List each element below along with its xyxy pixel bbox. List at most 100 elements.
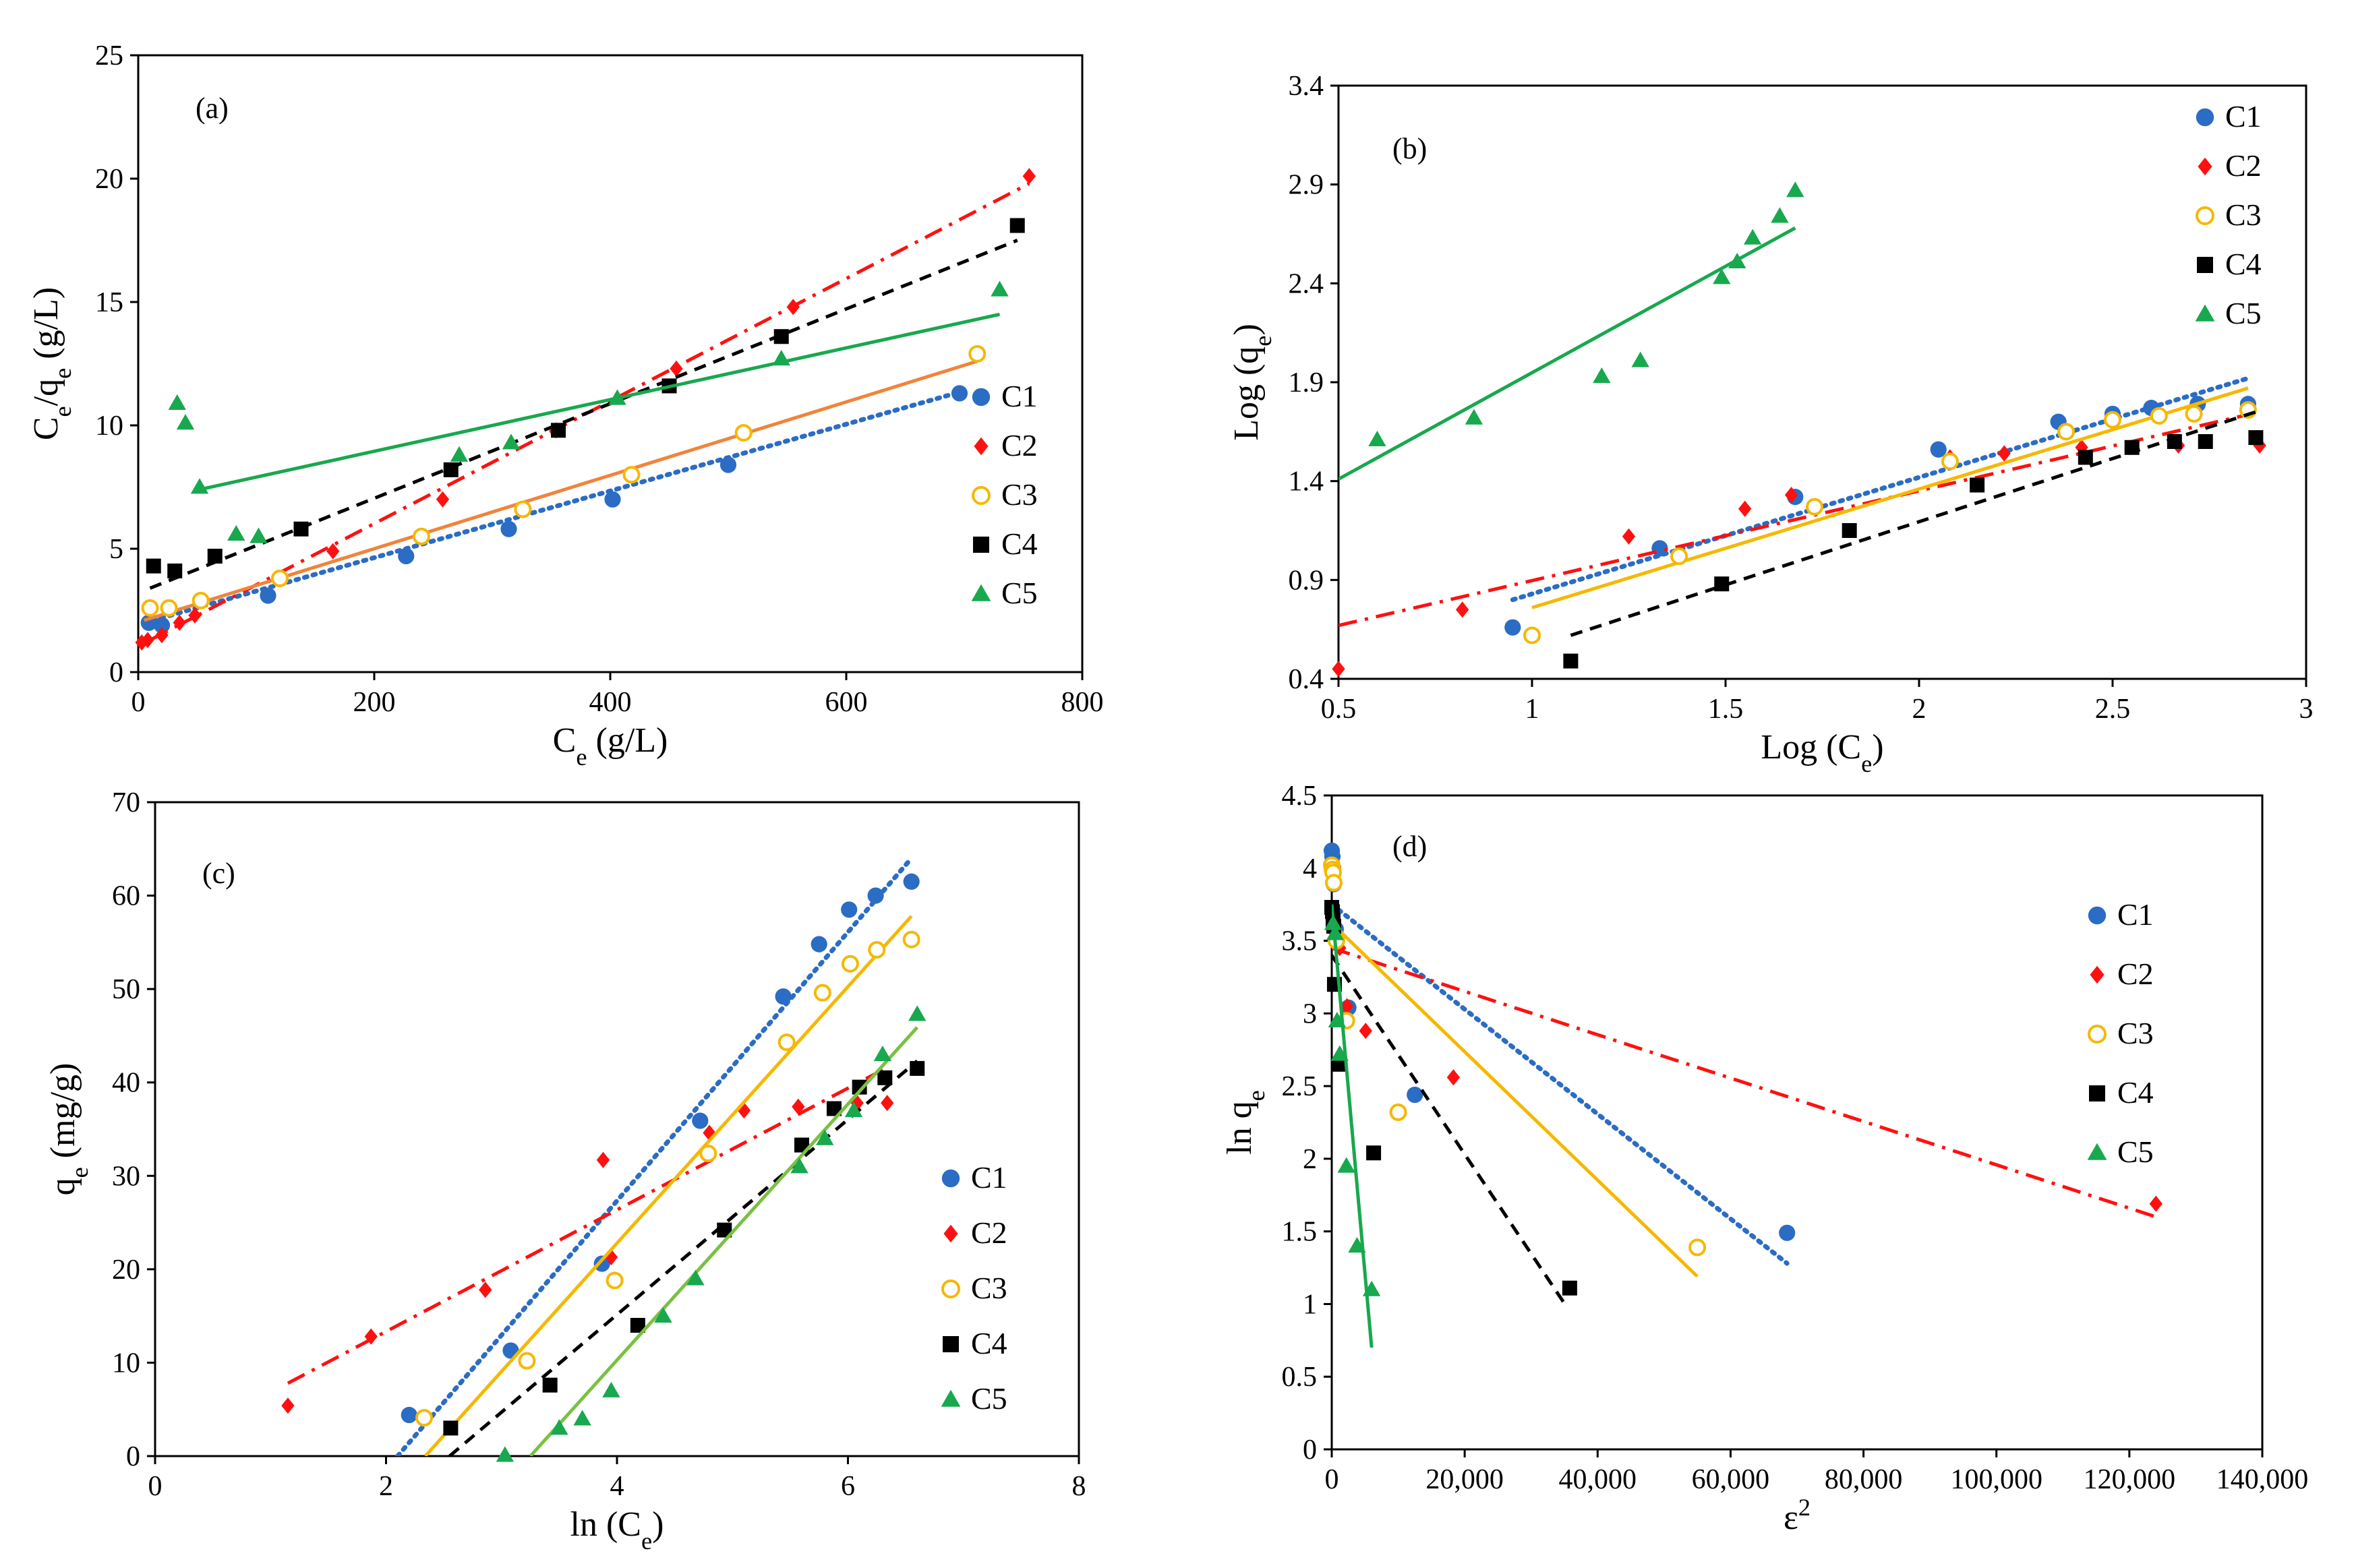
legend-marker-C4: [973, 537, 989, 553]
y-tick-label: 4.5: [1282, 781, 1318, 812]
x-tick-label: 200: [353, 687, 396, 718]
data-point-C3: [514, 500, 532, 518]
data-point-C2: [1622, 528, 1636, 545]
legend-label-C2: C2: [2225, 148, 2262, 183]
data-point-C2: [173, 614, 186, 631]
legend-marker-C5: [2195, 304, 2215, 322]
data-point-C4: [910, 1060, 925, 1076]
y-tick-label: 2: [1303, 1144, 1317, 1175]
series-C5: [168, 280, 1009, 543]
x-tick-label: 2.5: [2095, 694, 2131, 725]
data-point-C4: [826, 1101, 842, 1116]
legend-marker-C3: [2088, 1025, 2107, 1044]
data-point-C5: [573, 1410, 591, 1426]
data-point-C2: [881, 1095, 894, 1112]
data-point-C3: [1941, 452, 1959, 471]
data-point-C4: [2078, 450, 2093, 465]
data-point-C3: [2185, 404, 2203, 423]
series-C1: [1504, 375, 2256, 636]
series-C3: [1323, 856, 1707, 1278]
data-point-C3: [1523, 626, 1541, 644]
data-point-C5: [1337, 1157, 1355, 1173]
data-point-C2: [135, 634, 148, 651]
fit-line-C1: [395, 855, 914, 1456]
data-point-C4: [542, 1377, 558, 1393]
x-tick-label: 100,000: [1950, 1464, 2042, 1495]
legend-label-C5: C5: [1001, 576, 1038, 610]
data-point-C4: [630, 1318, 645, 1333]
legend-label-C4: C4: [971, 1326, 1007, 1360]
legend-label-C3: C3: [971, 1271, 1007, 1305]
legend-label-C1: C1: [2225, 99, 2262, 133]
data-point-C4: [2124, 440, 2140, 455]
y-tick-label: 20: [112, 1255, 140, 1286]
data-point-C4: [1714, 576, 1730, 592]
data-point-C5: [608, 389, 626, 405]
y-axis-title: ln qe: [1220, 1090, 1270, 1155]
series-C2: [281, 1066, 894, 1414]
x-tick-label: 400: [589, 687, 632, 718]
data-point-C3: [192, 591, 210, 609]
panel-a: 0 200 400 600 800 0 5 10 15 20 25 Ce (g/L) Ce/qe (g/…: [27, 40, 1104, 771]
x-tick-label: 0: [131, 687, 146, 718]
y-tick-label: 60: [112, 881, 140, 912]
data-point-C3: [2057, 423, 2076, 441]
x-axis-title: ln (Ce): [570, 1505, 664, 1555]
series-C2: [135, 168, 1036, 651]
legend-label-C5: C5: [2225, 296, 2262, 330]
x-axis-title: Log (Ce): [1761, 728, 1883, 777]
panel-b: 0.5 1 1.5 2 2.5 3 0.4 0.9 1.4 1.9 2.4 2.9 3.4 Log (Ce…: [1227, 71, 2314, 777]
y-tick-label: 2.9: [1289, 170, 1324, 201]
series-C4: [1324, 899, 1577, 1310]
fit-line-C2: [287, 1066, 888, 1385]
data-point-C2: [364, 1328, 378, 1345]
y-tick-label: 40: [112, 1068, 140, 1099]
data-point-C5: [249, 527, 268, 543]
legend-a: C1 C2 C3 C4 C5: [971, 379, 1038, 610]
fit-line-C3: [1332, 922, 1699, 1278]
y-tick-label: 3.4: [1289, 71, 1324, 102]
data-point-C4: [852, 1079, 867, 1095]
data-point-C1: [1504, 619, 1521, 636]
data-point-C1: [951, 385, 968, 402]
legend-marker-C2: [943, 1224, 958, 1243]
data-point-C2: [596, 1151, 610, 1168]
fit-line-C1: [1510, 375, 2251, 603]
x-tick-label: 0: [1325, 1464, 1339, 1495]
data-point-C5: [1771, 207, 1789, 223]
data-point-C5: [908, 1005, 926, 1021]
fit-line-C2: [1332, 946, 2157, 1219]
x-tick-label: 2: [379, 1471, 393, 1502]
legend-marker-C4: [2197, 257, 2213, 273]
data-point-C3: [1389, 1103, 1407, 1121]
data-point-C3: [699, 1145, 717, 1163]
data-point-C1: [1779, 1224, 1796, 1241]
data-point-C4: [2198, 434, 2213, 449]
y-tick-label: 25: [95, 40, 123, 71]
series-C3: [1523, 386, 2257, 644]
data-point-C2: [1446, 1069, 1461, 1086]
legend-label-C1: C1: [2117, 897, 2154, 932]
data-point-C3: [841, 955, 859, 973]
y-tick-label: 2.5: [1282, 1071, 1318, 1102]
y-axis-title: Ce/qe (g/L): [27, 287, 76, 440]
data-point-C2: [1022, 168, 1036, 185]
legend-label-C4: C4: [2117, 1075, 2154, 1110]
data-point-C5: [176, 414, 195, 430]
data-point-C2: [436, 491, 450, 508]
data-point-C5: [816, 1129, 834, 1145]
data-point-C4: [1563, 653, 1579, 669]
fit-line-C4: [448, 1059, 918, 1456]
legend-marker-C5: [971, 584, 991, 601]
data-point-C1: [593, 1255, 610, 1272]
legend-marker-C2: [974, 437, 989, 456]
y-tick-label: 70: [112, 787, 140, 818]
data-point-C3: [777, 1033, 796, 1052]
legend-label-C5: C5: [971, 1381, 1007, 1416]
data-point-C1: [719, 456, 737, 473]
data-point-C1: [398, 547, 415, 565]
y-tick-label: 0.5: [1282, 1362, 1318, 1393]
data-point-C3: [622, 466, 641, 484]
plot-frame-d: [1330, 794, 2264, 1451]
data-point-C2: [141, 632, 154, 649]
